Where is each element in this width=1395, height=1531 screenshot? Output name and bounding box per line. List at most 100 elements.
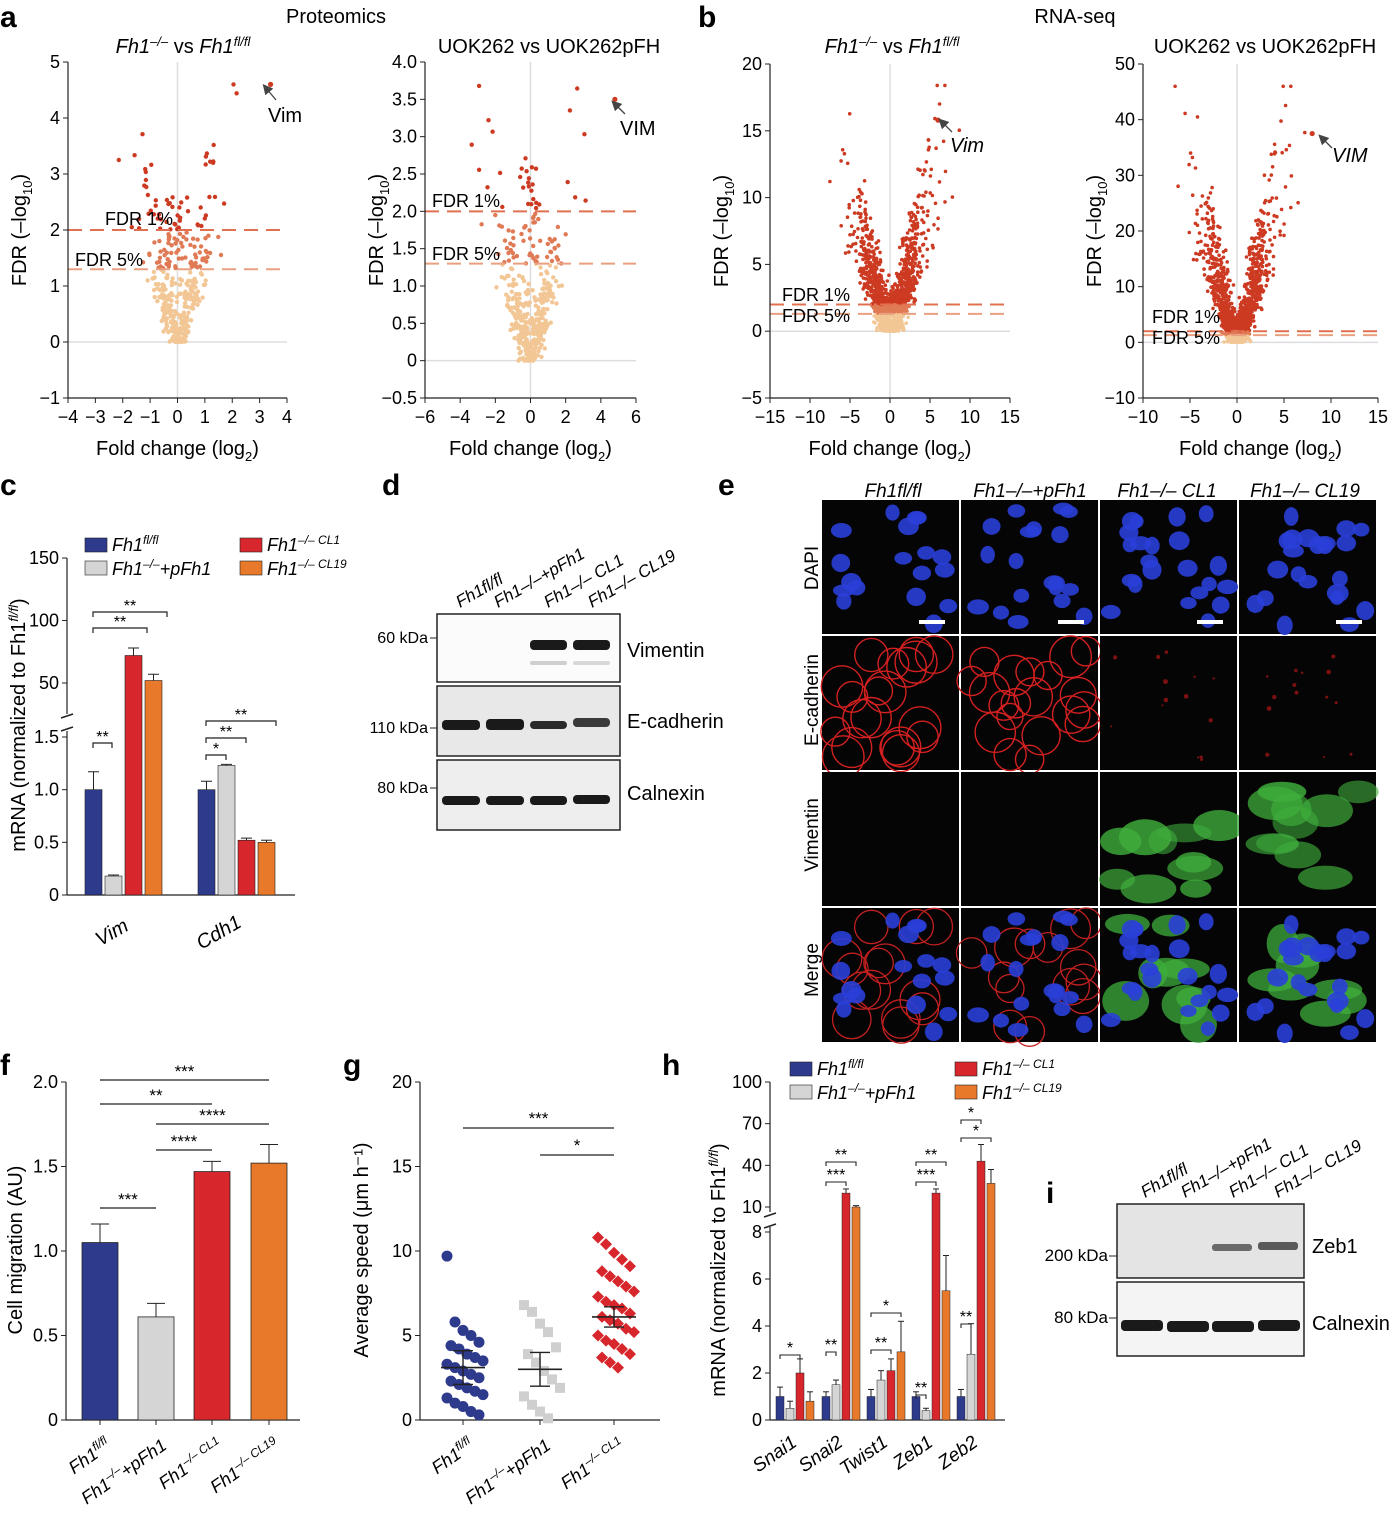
volcano-point (861, 276, 866, 280)
volcano-point (532, 295, 537, 300)
vimentin-signal (1180, 879, 1212, 898)
micro-cell-vim-1 (822, 772, 959, 906)
volcano-point (906, 254, 910, 259)
significance-stars: *** (529, 1109, 549, 1128)
volcano-point (897, 280, 902, 284)
volcano-point (524, 352, 529, 357)
volcano-point (901, 323, 905, 328)
volcano-point (145, 192, 151, 198)
volcano-point (1245, 303, 1250, 308)
data-point (449, 1316, 461, 1328)
blot-i-zeb1-band-4 (1258, 1242, 1298, 1250)
blot-d-cal-band-4 (573, 795, 610, 804)
volcano-point (854, 259, 859, 264)
volcano-point (1245, 334, 1250, 339)
volcano-point (146, 211, 151, 216)
y-tick-label: 5 (50, 52, 60, 72)
volcano-point (185, 304, 190, 310)
volcano-point (506, 258, 512, 263)
y-tick-label: 1.5 (34, 727, 59, 747)
significance-stars: ** (114, 614, 126, 631)
volcano-point (867, 273, 871, 278)
nucleus (980, 953, 995, 972)
volcano-point (147, 252, 152, 258)
volcano-point (155, 298, 160, 304)
volcano-point (527, 331, 532, 336)
volcano-point (1224, 313, 1228, 318)
nucleus (1336, 928, 1357, 946)
volcano-point (545, 307, 550, 312)
volcano-point (862, 179, 867, 183)
y-tick-label: 1 (50, 276, 60, 296)
volcano-point (909, 241, 913, 246)
volcano-point (924, 190, 928, 194)
micro-row-2: E-cadherin (802, 654, 823, 746)
nucleus (1122, 537, 1137, 553)
legend-c-pfh1-text: Fh1–/–+pFh1 (112, 557, 211, 579)
ecadherin-membrane (863, 676, 894, 706)
volcano-point (864, 226, 869, 231)
volcano-point (506, 228, 511, 233)
volcano-point (1206, 226, 1211, 231)
volcano-point (1205, 211, 1210, 215)
volcano-point (928, 191, 932, 195)
volcano-point (1193, 221, 1198, 226)
nucleus (1075, 1015, 1093, 1034)
volcano-point (169, 250, 174, 256)
ecadherin-membrane (886, 646, 928, 688)
volcano-point (915, 270, 920, 274)
volcano-point (1200, 217, 1205, 221)
volcano-point (897, 273, 901, 278)
volcano-point (1267, 262, 1271, 267)
volcano-point (914, 281, 919, 286)
volcano-point (151, 287, 157, 293)
volcano-point (907, 261, 911, 265)
ecadherin-speck (1326, 669, 1331, 675)
nucleus (898, 925, 919, 944)
data-point (624, 1260, 636, 1273)
nucleus (1297, 937, 1320, 956)
y-tick-label: −1 (39, 388, 60, 408)
volcano-point (866, 284, 870, 289)
volcano-point (919, 270, 923, 274)
volcano-point (529, 188, 534, 193)
nucleus (1059, 505, 1078, 518)
x-tick-label: −15 (755, 407, 786, 427)
volcano-point (526, 184, 531, 189)
volcano-point (847, 112, 852, 116)
volcano-point (518, 349, 524, 354)
volcano-point (524, 347, 530, 353)
volcano-point (167, 201, 172, 206)
volcano-point (897, 245, 902, 250)
volcano-point (173, 281, 178, 286)
nucleus (1297, 529, 1320, 548)
volcano-point (476, 167, 482, 172)
nucleus (1284, 915, 1299, 934)
volcano-point (1232, 309, 1237, 314)
axis-break-mark (763, 1212, 777, 1218)
blot-d-marker-110: 110 kDa (370, 720, 429, 737)
volcano-point (869, 265, 874, 270)
nucleus (841, 573, 862, 592)
volcano-point (583, 198, 588, 203)
volcano-point (151, 212, 157, 217)
volcano-point (1219, 278, 1224, 283)
volcano-point (1265, 278, 1270, 283)
data-point (555, 1382, 565, 1393)
volcano-point (901, 266, 906, 271)
volcano-point (900, 276, 905, 280)
significance-stars: ** (825, 1337, 837, 1354)
volcano-point (926, 228, 931, 232)
volcano-point (1222, 340, 1226, 344)
data-point (547, 1374, 557, 1385)
nucleus (1051, 934, 1069, 952)
volcano-point (551, 275, 556, 280)
volcano-point (1245, 330, 1250, 334)
volcano-point (533, 345, 538, 350)
volcano-point (184, 195, 190, 200)
volcano-point (1231, 321, 1235, 325)
significance-stars: * (574, 1136, 581, 1155)
volcano-point (943, 169, 948, 174)
volcano-highlight-point (267, 81, 274, 87)
